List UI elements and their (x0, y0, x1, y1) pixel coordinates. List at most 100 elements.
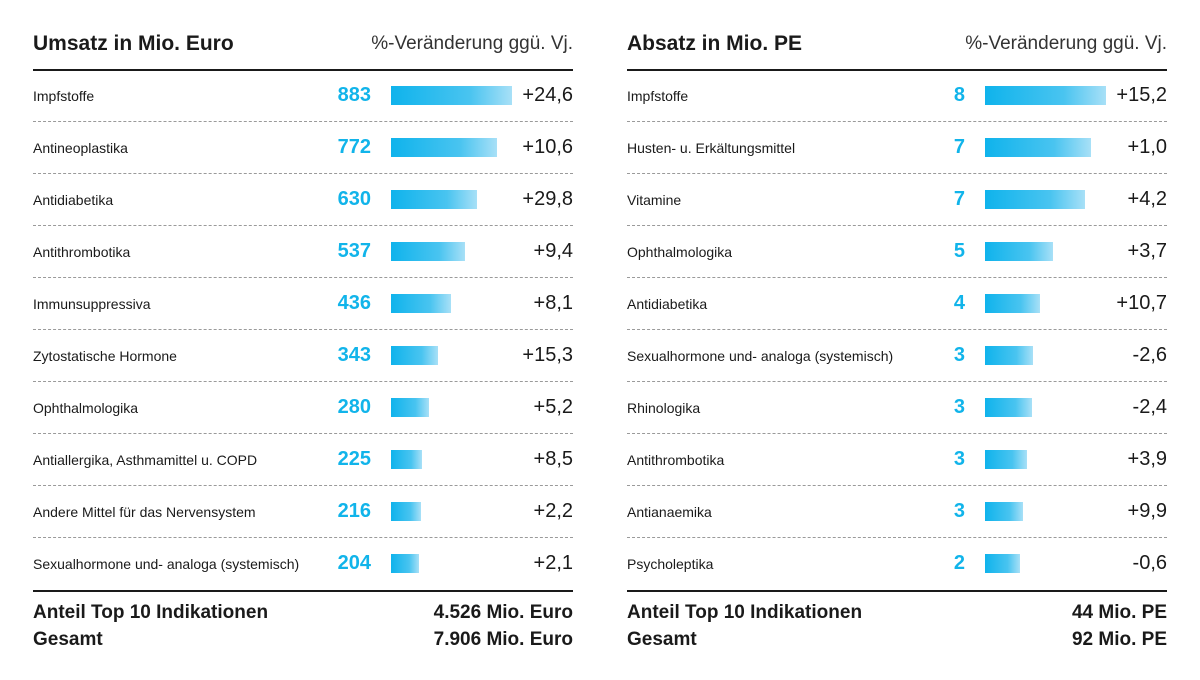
row-label: Immunsuppressiva (33, 295, 151, 312)
row-label: Psycholeptika (627, 555, 714, 572)
footer-value: 7.906 Mio. Euro (433, 629, 573, 650)
value-bar (985, 346, 1034, 365)
row-change: +3,9 (1127, 448, 1167, 470)
row-divider (627, 277, 1167, 278)
absatz-footer-gesamt: Gesamt 92 Mio. PE (627, 629, 1167, 655)
table-row: Ophthalmologika 5 +3,7 (627, 226, 1167, 278)
row-label: Ophthalmologika (627, 243, 733, 260)
row-divider (627, 173, 1167, 174)
absatz-bottom-rule (627, 590, 1167, 592)
table-row: Immunsuppressiva 436 +8,1 (33, 278, 573, 330)
row-value: 216 (337, 500, 371, 522)
row-label: Husten- u. Erkältungsmittel (627, 139, 796, 156)
row-value: 630 (337, 188, 371, 210)
value-bar (391, 242, 465, 261)
table-row: Antianaemika 3 +9,9 (627, 486, 1167, 538)
row-divider (33, 277, 573, 278)
value-bar (985, 242, 1054, 261)
footer-label: Anteil Top 10 Indikationen (33, 602, 269, 623)
absatz-rows: Impfstoffe 8 +15,2 Husten- u. Erkältungsmit… (627, 70, 1167, 590)
row-divider (33, 433, 573, 434)
value-bar (985, 86, 1106, 105)
row-divider (627, 329, 1167, 330)
row-value: 537 (337, 240, 371, 262)
row-change: +4,2 (1127, 188, 1167, 210)
absatz-header: Absatz in Mio. PE %-Veränderung ggü. Vj. (627, 28, 1167, 64)
row-value: 3 (953, 448, 965, 470)
umsatz-bottom-rule (33, 590, 573, 592)
row-divider (33, 329, 573, 330)
value-bar (985, 398, 1032, 417)
table-row: Antidiabetika 4 +10,7 (627, 278, 1167, 330)
table-row: Impfstoffe 8 +15,2 (627, 70, 1167, 122)
row-value: 883 (337, 84, 371, 106)
row-divider (627, 485, 1167, 486)
table-row: Antithrombotika 3 +3,9 (627, 434, 1167, 486)
row-value: 3 (953, 344, 965, 366)
footer-label: Anteil Top 10 Indikationen (627, 602, 863, 623)
row-divider (33, 173, 573, 174)
row-divider (627, 121, 1167, 122)
row-label: Rhinologika (627, 399, 701, 416)
row-change: -2,6 (1132, 344, 1167, 366)
row-label: Impfstoffe (627, 87, 689, 104)
row-divider (33, 537, 573, 538)
row-label: Impfstoffe (33, 87, 95, 104)
value-bar (391, 502, 421, 521)
row-value: 4 (953, 292, 965, 314)
table-row: Impfstoffe 883 +24,6 (33, 70, 573, 122)
row-change: +3,7 (1127, 240, 1167, 262)
row-change: -0,6 (1132, 552, 1167, 574)
row-divider (33, 381, 573, 382)
umsatz-footer-top10: Anteil Top 10 Indikationen 4.526 Mio. Eu… (33, 602, 573, 628)
row-value: 3 (953, 396, 965, 418)
row-divider (33, 225, 573, 226)
row-change: +2,2 (533, 500, 573, 522)
row-value: 280 (337, 396, 371, 418)
row-value: 436 (337, 292, 371, 314)
row-value: 772 (337, 136, 371, 158)
row-divider (33, 485, 573, 486)
row-change: +24,6 (522, 84, 573, 106)
table-row: Sexualhormone und- analoga (systemisch) 2… (33, 538, 573, 590)
row-change: +1,0 (1127, 136, 1167, 158)
table-row: Antidiabetika 630 +29,8 (33, 174, 573, 226)
absatz-title: Absatz in Mio. PE (627, 32, 803, 55)
table-row: Antiallergika, Asthmamittel u. COPD 225 +8… (33, 434, 573, 486)
table-row: Antineoplastika 772 +10,6 (33, 122, 573, 174)
value-bar (985, 554, 1020, 573)
row-label: Antithrombotika (33, 243, 131, 260)
row-label: Sexualhormone und- analoga (systemisch) (627, 347, 894, 364)
row-divider (627, 537, 1167, 538)
row-label: Sexualhormone und- analoga (systemisch) (33, 555, 300, 572)
table-row: Ophthalmologika 280 +5,2 (33, 382, 573, 434)
value-bar (985, 450, 1028, 469)
row-change: +15,3 (522, 344, 573, 366)
umsatz-panel: Umsatz in Mio. Euro %-Veränderung ggü. V… (33, 0, 573, 680)
row-value: 3 (953, 500, 965, 522)
value-bar (391, 554, 419, 573)
row-value: 225 (337, 448, 371, 470)
footer-value: 4.526 Mio. Euro (433, 602, 573, 623)
umsatz-change-header: %-Veränderung ggü. Vj. (371, 33, 573, 54)
footer-label: Gesamt (627, 629, 697, 650)
value-bar (985, 190, 1085, 209)
row-change: +10,7 (1116, 292, 1167, 314)
row-label: Antianaemika (627, 503, 712, 520)
absatz-change-header: %-Veränderung ggü. Vj. (965, 33, 1167, 54)
row-label: Antineoplastika (33, 139, 128, 156)
row-change: -2,4 (1132, 396, 1167, 418)
row-change: +10,6 (522, 136, 573, 158)
value-bar (391, 138, 497, 157)
umsatz-rows: Impfstoffe 883 +24,6 Antineoplastika 772 +10,… (33, 70, 573, 590)
table-row: Vitamine 7 +4,2 (627, 174, 1167, 226)
row-label: Antidiabetika (33, 191, 114, 208)
row-change: +9,4 (533, 240, 573, 262)
absatz-panel: Absatz in Mio. PE %-Veränderung ggü. Vj.… (627, 0, 1167, 680)
value-bar (391, 346, 438, 365)
row-label: Antiallergika, Asthmamittel u. COPD (33, 451, 258, 468)
row-value: 7 (953, 136, 965, 158)
footer-value: 92 Mio. PE (1071, 629, 1167, 650)
table-row: Husten- u. Erkältungsmittel 7 +1,0 (627, 122, 1167, 174)
row-label: Andere Mittel für das Nervensystem (33, 503, 256, 520)
